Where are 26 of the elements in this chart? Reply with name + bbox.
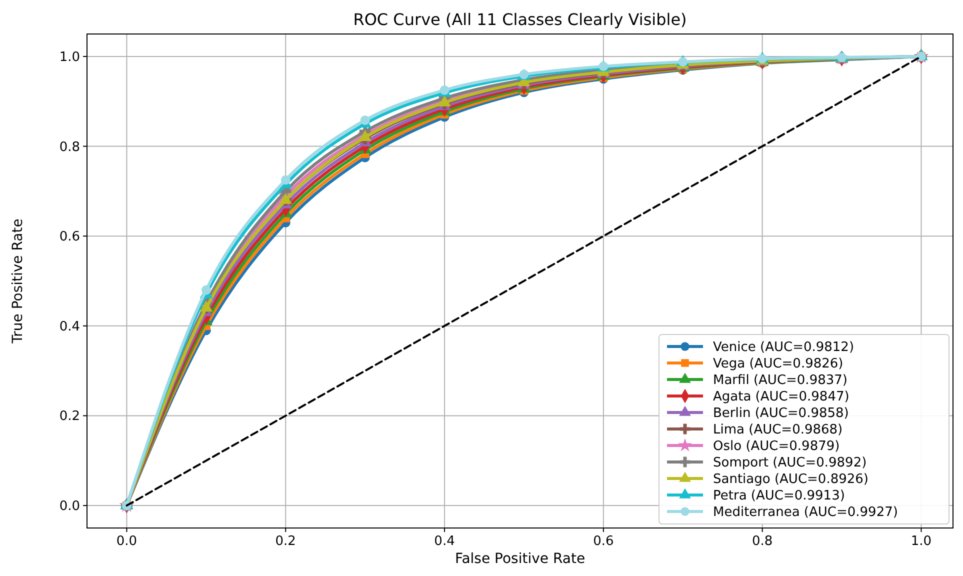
legend-label: Santiago (AUC=0.8926) xyxy=(713,472,868,487)
y-tick-label: 0.4 xyxy=(59,319,80,334)
legend-label: Venice (AUC=0.9812) xyxy=(713,340,854,355)
legend-label: Agata (AUC=0.9847) xyxy=(713,390,850,404)
x-tick-label: 1.0 xyxy=(910,534,932,549)
legend-label: Lima (AUC=0.9868) xyxy=(713,422,843,438)
chart-title: ROC Curve (All 11 Classes Clearly Visible) xyxy=(353,10,687,29)
legend-label: Mediterranea (AUC=0.9927) xyxy=(713,505,898,520)
y-tick-label: 0.6 xyxy=(59,230,80,245)
y-tick-label: 1.0 xyxy=(59,50,80,65)
legend-label: Vega (AUC=0.9826) xyxy=(713,356,844,372)
x-tick-label: 0.8 xyxy=(752,534,773,549)
x-tick-label: 0.4 xyxy=(434,534,455,549)
legend-label: Marfil (AUC=0.9837) xyxy=(713,373,848,388)
legend-label: Oslo (AUC=0.9879) xyxy=(713,439,840,454)
legend-label: Somport (AUC=0.9892) xyxy=(713,456,867,470)
x-tick-label: 0.2 xyxy=(275,534,296,549)
x-tick-label: 0.6 xyxy=(593,534,614,549)
legend-label: Petra (AUC=0.9913) xyxy=(713,488,845,504)
y-tick-label: 0.8 xyxy=(59,140,80,155)
y-axis-title: True Positive Rate xyxy=(10,218,26,344)
x-tick-label: 0.0 xyxy=(116,534,138,549)
legend-label: Berlin (AUC=0.9858) xyxy=(713,406,849,421)
y-tick-label: 0.2 xyxy=(59,409,80,424)
y-tick-label: 0.0 xyxy=(59,499,80,514)
x-axis-title: False Positive Rate xyxy=(454,551,586,567)
